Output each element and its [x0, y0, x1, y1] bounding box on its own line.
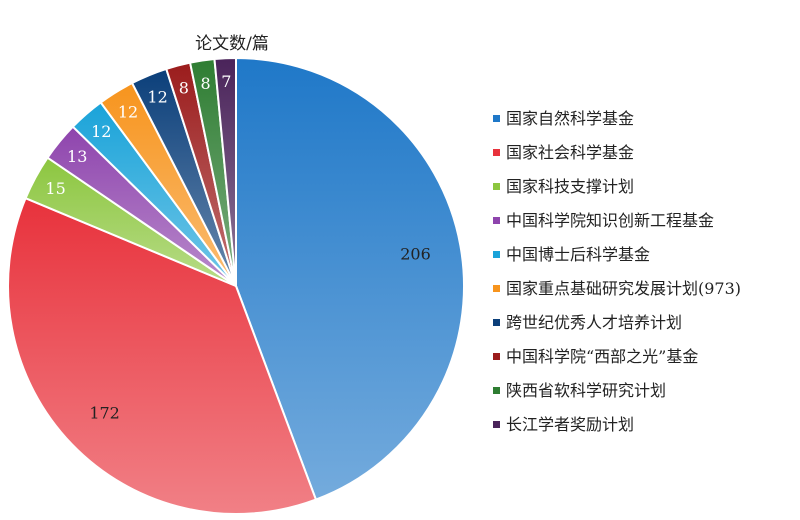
legend: 国家自然科学基金国家社会科学基金国家科技支撑计划中国科学院知识创新工程基金中国博… [493, 109, 741, 434]
legend-label-9: 陕西省软科学研究计划 [506, 381, 666, 400]
legend-label-8: 中国科学院“西部之光”基金 [506, 347, 698, 366]
legend-label-5: 中国博士后科学基金 [506, 245, 650, 264]
legend-label-3: 国家科技支撑计划 [506, 177, 634, 196]
legend-swatch-4 [493, 217, 500, 224]
legend-swatch-3 [493, 183, 500, 190]
slice-10 [213, 56, 237, 287]
legend-swatch-9 [493, 387, 500, 394]
slice-2 [7, 196, 318, 515]
legend-swatch-5 [493, 251, 500, 258]
slice-1 [235, 56, 465, 501]
legend-label-7: 跨世纪优秀人才培养计划 [506, 313, 682, 332]
legend-label-6: 国家重点基础研究发展计划(973) [506, 279, 741, 298]
legend-swatch-7 [493, 319, 500, 326]
data-label-7: 12 [147, 87, 167, 106]
legend-swatch-2 [493, 149, 500, 156]
legend-label-4: 中国科学院知识创新工程基金 [506, 211, 714, 230]
data-label-8: 8 [179, 79, 189, 98]
chart-title: 论文数/篇 [195, 34, 269, 54]
data-label-5: 12 [91, 122, 111, 141]
data-label-2: 172 [89, 404, 120, 423]
legend-swatch-8 [493, 353, 500, 360]
legend-swatch-1 [493, 115, 500, 122]
data-label-3: 15 [45, 179, 65, 198]
data-label-10: 7 [221, 72, 231, 91]
data-label-6: 12 [118, 103, 138, 122]
legend-label-1: 国家自然科学基金 [506, 109, 634, 128]
data-label-1: 206 [400, 245, 431, 264]
pie-slices [7, 56, 465, 515]
legend-swatch-10 [493, 421, 500, 428]
data-label-4: 13 [67, 147, 87, 166]
data-label-9: 8 [201, 74, 211, 93]
legend-swatch-6 [493, 285, 500, 292]
legend-label-10: 长江学者奖励计划 [506, 415, 634, 434]
legend-label-2: 国家社会科学基金 [506, 143, 634, 162]
